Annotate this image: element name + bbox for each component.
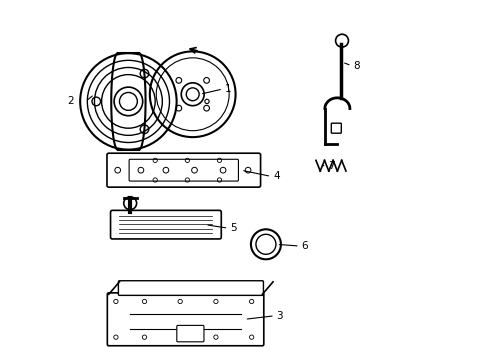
Text: 1: 1 (224, 84, 231, 94)
FancyBboxPatch shape (331, 123, 341, 133)
Text: 6: 6 (301, 241, 307, 251)
FancyBboxPatch shape (177, 325, 203, 342)
FancyBboxPatch shape (107, 293, 263, 346)
Text: 4: 4 (272, 171, 279, 181)
FancyBboxPatch shape (129, 159, 238, 181)
Text: 8: 8 (353, 61, 359, 71)
FancyBboxPatch shape (118, 281, 263, 296)
Text: 7: 7 (328, 161, 334, 171)
Text: 5: 5 (230, 223, 236, 233)
Text: 2: 2 (67, 96, 74, 107)
FancyBboxPatch shape (110, 210, 221, 239)
FancyBboxPatch shape (107, 153, 260, 187)
Text: 3: 3 (276, 311, 283, 321)
